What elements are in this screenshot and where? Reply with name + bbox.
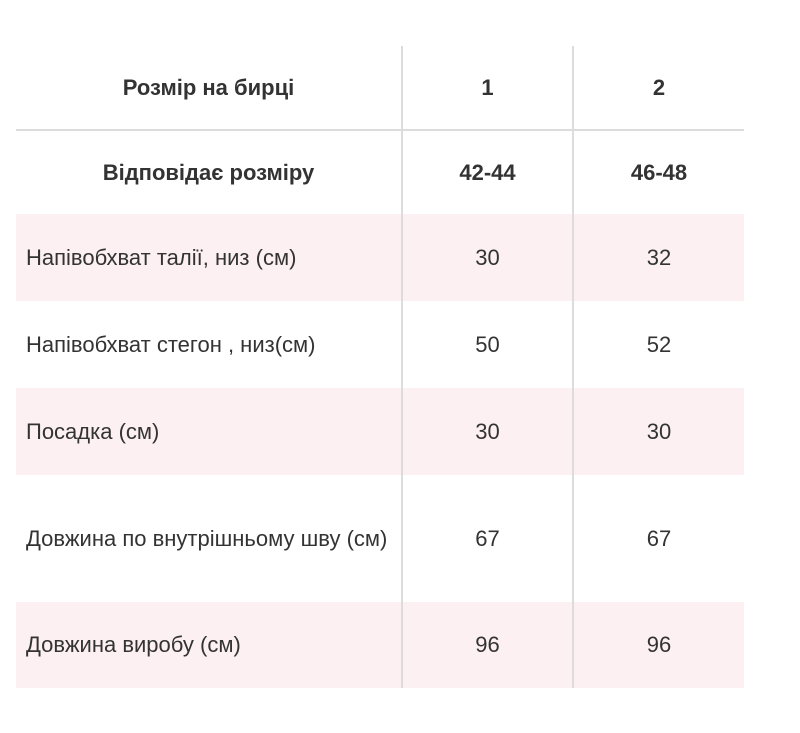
row-value-size-1: 96 [401, 602, 573, 688]
row-value-size-1: 30 [401, 214, 573, 301]
table-row: Посадка (см) 30 30 [16, 388, 744, 475]
header-size-2: 2 [572, 46, 744, 131]
table-row: Напівобхват талії, низ (см) 30 32 [16, 214, 744, 301]
row-label: Довжина виробу (см) [16, 602, 402, 688]
header-matches-size-2: 46-48 [572, 130, 744, 214]
row-value-size-2: 67 [572, 475, 744, 602]
row-value-size-1: 30 [401, 388, 573, 475]
row-value-size-2: 52 [572, 301, 744, 388]
header-size-1: 1 [401, 46, 573, 131]
table-row: Довжина виробу (см) 96 96 [16, 602, 744, 688]
row-value-size-2: 32 [572, 214, 744, 301]
table-header-row: Відповідає розміру 42-44 46-48 [16, 130, 744, 214]
row-value-size-2: 30 [572, 388, 744, 475]
size-chart-table: Розмір на бирці 1 2 Відповідає розміру 4… [16, 46, 744, 688]
row-label: Напівобхват талії, низ (см) [16, 214, 402, 301]
row-label: Довжина по внутрішньому шву (см) [26, 525, 388, 551]
row-value-size-2: 96 [572, 602, 744, 688]
table-row: Напівобхват стегон , низ(см) 50 52 [16, 301, 744, 388]
header-label-matches-size: Відповідає розміру [102, 159, 315, 185]
header-label-size-tag: Розмір на бирці [16, 46, 402, 131]
row-value-size-1: 67 [401, 475, 573, 602]
row-label: Посадка (см) [16, 388, 402, 475]
table-row: Довжина по внутрішньому шву (см) 67 67 [16, 475, 744, 602]
header-matches-size-1: 42-44 [401, 130, 573, 214]
row-label: Напівобхват стегон , низ(см) [26, 331, 316, 357]
row-value-size-1: 50 [401, 301, 573, 388]
table-header-row: Розмір на бирці 1 2 [16, 46, 744, 131]
